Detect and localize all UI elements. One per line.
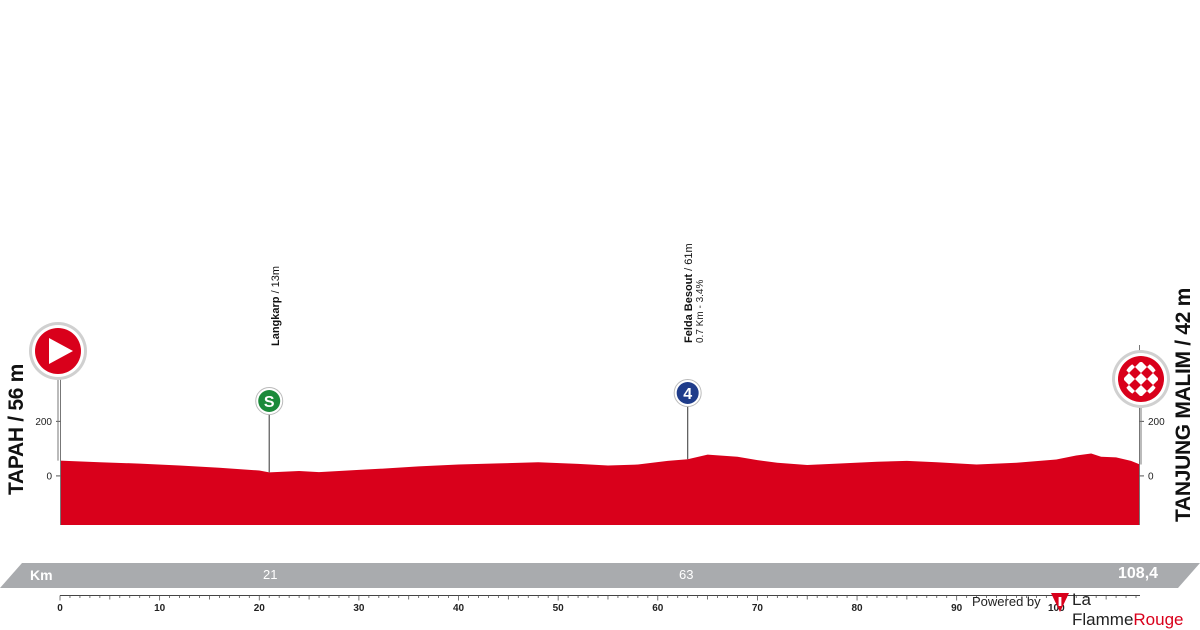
km-axis-group: 0 10 20 30 40 50 60 70 80 90 100 bbox=[57, 595, 1140, 614]
km-axis-tick-label: 20 bbox=[254, 603, 266, 614]
point-detail: / 61m bbox=[683, 243, 695, 274]
checker-square bbox=[1122, 372, 1135, 386]
right-elevation-tick-label: 0 bbox=[1148, 471, 1154, 482]
flamme-rouge-logo-icon bbox=[1051, 593, 1069, 612]
brand-name-part-a: La Flamme bbox=[1072, 590, 1134, 629]
point-label-langkarp: Langkarp / 13m bbox=[266, 266, 284, 346]
point-label-felda-besout: Felda Besout / 61m 0.7 Km - 3.4% bbox=[683, 243, 706, 343]
km-band-label: Km bbox=[30, 567, 53, 583]
km-axis-tick-label: 10 bbox=[154, 603, 166, 614]
km-axis-tick-label: 100 bbox=[1048, 603, 1065, 614]
finish-town-label: TANJUNG MALIM / 42 m bbox=[1172, 288, 1195, 522]
sprint-icon bbox=[258, 390, 281, 412]
km-total: 108,4 bbox=[1118, 565, 1159, 582]
km-band-group bbox=[0, 563, 1200, 588]
start-town-label: TAPAH / 56 m bbox=[5, 364, 28, 495]
km-axis-tick-label: 0 bbox=[57, 603, 63, 614]
point-sub: 0.7 Km - 3.4% bbox=[695, 279, 706, 343]
km-axis-tick-label: 50 bbox=[553, 603, 565, 614]
km-axis-tick-label: 30 bbox=[353, 603, 365, 614]
sprint-icon-letter: S bbox=[264, 394, 275, 411]
km-axis-tick-label: 60 bbox=[652, 603, 664, 614]
profile-area bbox=[60, 453, 1140, 525]
checker-square bbox=[1099, 373, 1111, 385]
point-name: Langkarp bbox=[270, 296, 282, 346]
point-name: Felda Besout bbox=[683, 273, 695, 343]
point-detail: / 13m bbox=[270, 265, 282, 297]
km-marker-21: 21 bbox=[263, 567, 278, 582]
right-elevation-tick-label: 200 bbox=[1148, 417, 1165, 428]
powered-by-text: Powered by bbox=[972, 594, 1041, 609]
brand-name: La FlammeRouge bbox=[1072, 590, 1200, 630]
checker-square bbox=[1147, 372, 1160, 386]
km-axis-tick-label: 90 bbox=[951, 603, 963, 614]
left-elevation-tick-label: 200 bbox=[35, 417, 52, 428]
km-band bbox=[0, 563, 1200, 588]
km-axis-tick-label: 40 bbox=[453, 603, 465, 614]
km-axis-tick-label: 80 bbox=[851, 603, 863, 614]
checker-square bbox=[1135, 337, 1147, 349]
start-finish-group bbox=[29, 322, 1170, 465]
profile-area-group bbox=[60, 453, 1140, 525]
km-marker-63: 63 bbox=[679, 567, 694, 582]
play-arrow-icon bbox=[49, 338, 73, 364]
climb-4-icon bbox=[676, 382, 699, 404]
km-axis-tick-label: 70 bbox=[752, 603, 764, 614]
climb-4-icon-letter: 4 bbox=[683, 386, 692, 403]
left-elevation-tick-label: 0 bbox=[46, 471, 52, 482]
